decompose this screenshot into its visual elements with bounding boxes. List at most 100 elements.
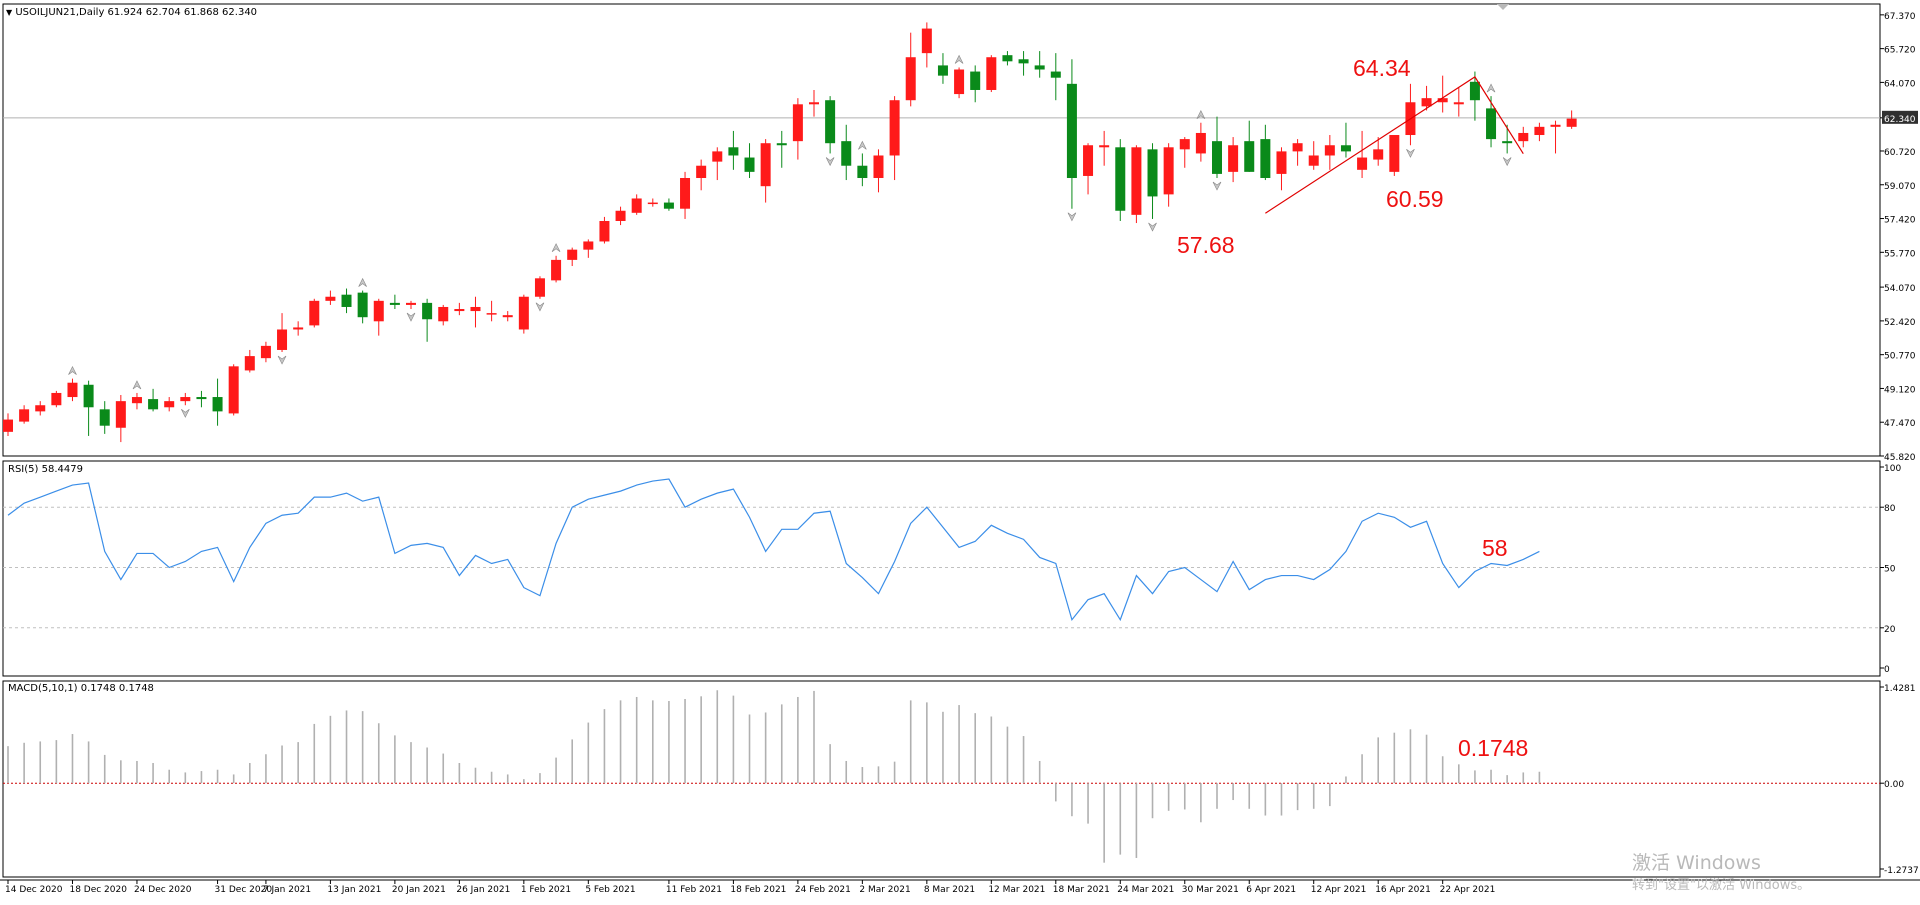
time-tick-label: 7 Jan 2021	[263, 885, 311, 895]
candle	[19, 405, 30, 424]
candle	[1566, 110, 1577, 129]
time-tick-label: 13 Jan 2021	[327, 885, 381, 895]
candle-body	[1421, 98, 1432, 107]
candle	[51, 390, 62, 408]
candle-body	[1115, 147, 1126, 211]
candle	[841, 124, 852, 181]
candle	[905, 32, 916, 107]
candle-body	[1566, 118, 1577, 127]
candle-body	[357, 292, 368, 318]
candle	[309, 298, 320, 328]
candle	[825, 96, 836, 154]
candle	[1260, 124, 1271, 181]
candle-body	[1469, 81, 1480, 101]
candle	[728, 130, 739, 170]
candle-body	[615, 210, 626, 221]
candle	[422, 298, 433, 342]
candle	[1276, 147, 1287, 191]
candle	[35, 401, 46, 416]
time-tick-label: 24 Mar 2021	[1117, 885, 1174, 895]
time-tick-label: 6 Apr 2021	[1246, 885, 1296, 895]
time-tick-label: 14 Dec 2020	[5, 885, 63, 895]
candle-body	[889, 100, 900, 156]
activation-watermark-subtitle: 转到"设置"以激活 Windows。	[1632, 878, 1811, 893]
candle-body	[792, 104, 803, 142]
candle-body	[293, 327, 304, 330]
candle-body	[921, 28, 932, 54]
current-price-label: 62.340	[1884, 115, 1916, 125]
candle	[164, 397, 175, 412]
candle	[986, 55, 997, 93]
current-price-box	[1882, 110, 1918, 124]
candle	[1244, 120, 1255, 172]
candle	[1228, 137, 1239, 183]
time-tick-label: 2 Mar 2021	[859, 885, 910, 895]
candle-body	[1550, 124, 1561, 127]
candle-body	[567, 249, 578, 260]
candle-body	[1147, 149, 1158, 197]
candle	[1212, 116, 1222, 179]
candle	[760, 139, 771, 203]
candle	[873, 149, 884, 193]
candle	[1099, 130, 1110, 166]
candle	[1018, 51, 1029, 76]
candle-body	[1502, 141, 1513, 144]
candle-body	[1034, 65, 1045, 70]
candle	[1534, 122, 1545, 142]
candle-body	[712, 151, 723, 162]
candle-body	[325, 296, 336, 301]
candle	[196, 390, 207, 408]
candle	[502, 311, 513, 322]
candle	[970, 65, 981, 103]
candle	[696, 159, 707, 191]
macd-histogram	[3, 690, 1880, 863]
shift-marker-icon	[1497, 4, 1509, 10]
candle	[792, 98, 803, 160]
time-tick-label: 18 Mar 2021	[1053, 885, 1110, 895]
price-tick-label: 49.120	[1884, 385, 1916, 395]
chart-header: ▼ USOILJUN21,Daily 61.924 62.704 61.868 …	[6, 7, 257, 18]
candle-body	[1212, 141, 1222, 174]
price-axis: 67.370 65.720 64.070 62.340 60.720 59.070 57.4…	[1880, 12, 1919, 876]
candle-body	[244, 356, 255, 371]
price-tick-label: 45.820	[1884, 453, 1916, 463]
candle	[1453, 87, 1464, 117]
candle	[277, 313, 288, 353]
candle-body	[1228, 145, 1239, 172]
candle-body	[647, 202, 658, 205]
candle	[131, 392, 142, 410]
candle	[744, 143, 755, 179]
candle-body	[663, 202, 674, 209]
rsi-tick-label: 80	[1884, 504, 1896, 514]
candle	[115, 394, 126, 443]
candle-body	[1002, 55, 1013, 62]
candle	[244, 349, 255, 373]
candle	[1389, 135, 1400, 176]
symbol-label: USOILJUN21,Daily	[15, 7, 105, 18]
candle	[534, 276, 545, 299]
candle-body	[1163, 147, 1174, 195]
fractal-up-icon	[551, 243, 561, 253]
candle	[3, 413, 13, 436]
candle-body	[873, 155, 884, 179]
candle-body	[1292, 143, 1303, 152]
candle-body	[277, 329, 288, 350]
candle	[1066, 59, 1077, 209]
candle-body	[518, 296, 529, 330]
candle	[680, 171, 691, 219]
candle-body	[502, 315, 513, 318]
candle	[148, 388, 159, 412]
time-tick-label: 26 Jan 2021	[456, 885, 510, 895]
candle-body	[1195, 132, 1206, 154]
candle-body	[454, 309, 465, 312]
candle	[631, 194, 642, 215]
fractal-up-icon	[358, 277, 367, 287]
fractal-down-icon	[1502, 157, 1512, 167]
candle	[567, 247, 578, 267]
price-tick-label: 47.470	[1884, 419, 1916, 429]
candle-body	[986, 57, 997, 90]
candle-body	[1260, 139, 1271, 179]
candle	[1421, 85, 1432, 111]
candle-body	[857, 165, 868, 179]
